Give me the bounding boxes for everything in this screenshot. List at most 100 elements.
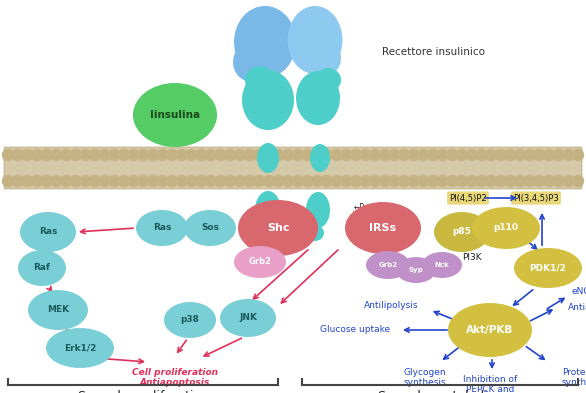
Ellipse shape	[242, 70, 294, 130]
Circle shape	[80, 149, 91, 160]
Circle shape	[70, 149, 81, 160]
Text: Grb2: Grb2	[248, 257, 271, 266]
Circle shape	[138, 176, 149, 187]
Ellipse shape	[514, 248, 582, 288]
Ellipse shape	[238, 200, 318, 256]
Circle shape	[109, 149, 120, 160]
Circle shape	[244, 176, 255, 187]
Circle shape	[224, 176, 236, 187]
Text: PDK1/2: PDK1/2	[530, 263, 567, 272]
Circle shape	[22, 149, 33, 160]
Circle shape	[370, 149, 381, 160]
Circle shape	[447, 176, 458, 187]
Circle shape	[408, 149, 419, 160]
Circle shape	[292, 176, 304, 187]
Circle shape	[447, 149, 458, 160]
Circle shape	[186, 149, 197, 160]
Circle shape	[515, 176, 526, 187]
Circle shape	[544, 176, 554, 187]
Text: p110: p110	[493, 224, 519, 233]
Circle shape	[350, 176, 362, 187]
Circle shape	[340, 149, 352, 160]
Circle shape	[167, 149, 178, 160]
Circle shape	[456, 176, 468, 187]
Circle shape	[2, 149, 13, 160]
Text: ←P: ←P	[354, 224, 365, 233]
Text: Segnale proliferativo: Segnale proliferativo	[78, 390, 208, 393]
Ellipse shape	[133, 83, 217, 147]
Text: JNK: JNK	[239, 314, 257, 323]
Circle shape	[534, 149, 545, 160]
Circle shape	[263, 149, 274, 160]
Ellipse shape	[257, 143, 279, 173]
Circle shape	[224, 149, 236, 160]
Circle shape	[157, 176, 168, 187]
Circle shape	[389, 176, 400, 187]
Circle shape	[428, 176, 438, 187]
Circle shape	[408, 176, 419, 187]
Circle shape	[428, 149, 438, 160]
Circle shape	[234, 149, 246, 160]
Text: Syp: Syp	[408, 267, 423, 273]
Circle shape	[148, 149, 158, 160]
Text: p85: p85	[452, 228, 472, 237]
Circle shape	[157, 149, 168, 160]
Circle shape	[99, 149, 110, 160]
Circle shape	[563, 149, 574, 160]
Circle shape	[321, 149, 332, 160]
Circle shape	[51, 149, 62, 160]
Circle shape	[176, 176, 188, 187]
Text: Nck: Nck	[435, 262, 449, 268]
Ellipse shape	[396, 257, 436, 283]
Ellipse shape	[28, 290, 88, 330]
Text: PI3K: PI3K	[462, 253, 482, 263]
Circle shape	[456, 149, 468, 160]
Circle shape	[273, 149, 284, 160]
Ellipse shape	[164, 302, 216, 338]
Text: Grb2: Grb2	[379, 262, 397, 268]
Circle shape	[418, 176, 429, 187]
Circle shape	[524, 149, 535, 160]
Text: ←P: ←P	[354, 213, 365, 222]
Circle shape	[148, 176, 158, 187]
Circle shape	[215, 176, 226, 187]
Circle shape	[205, 176, 216, 187]
Circle shape	[80, 176, 91, 187]
Ellipse shape	[366, 251, 410, 279]
Text: Akt/PKB: Akt/PKB	[466, 325, 514, 335]
Text: Shc: Shc	[267, 223, 289, 233]
Ellipse shape	[255, 226, 275, 244]
Ellipse shape	[448, 303, 532, 357]
Ellipse shape	[233, 42, 271, 82]
FancyBboxPatch shape	[4, 147, 582, 189]
Ellipse shape	[46, 328, 114, 368]
Circle shape	[350, 149, 362, 160]
Circle shape	[118, 149, 130, 160]
Ellipse shape	[309, 40, 341, 76]
Circle shape	[90, 176, 100, 187]
Text: Erk1/2: Erk1/2	[64, 343, 96, 353]
Text: Ras: Ras	[153, 224, 171, 233]
Circle shape	[340, 176, 352, 187]
Ellipse shape	[245, 66, 275, 94]
Circle shape	[312, 176, 323, 187]
Ellipse shape	[310, 144, 330, 172]
Circle shape	[495, 176, 506, 187]
Circle shape	[331, 176, 342, 187]
Circle shape	[379, 176, 390, 187]
Circle shape	[437, 176, 448, 187]
Circle shape	[398, 149, 410, 160]
Circle shape	[302, 176, 313, 187]
Circle shape	[312, 149, 323, 160]
Circle shape	[505, 149, 516, 160]
Text: Inhibition of
PEPCK and
IGFBP-1: Inhibition of PEPCK and IGFBP-1	[463, 375, 517, 393]
Circle shape	[292, 149, 304, 160]
Text: Protein
synthesis: Protein synthesis	[562, 368, 586, 387]
Circle shape	[12, 176, 23, 187]
Circle shape	[254, 149, 265, 160]
Circle shape	[273, 176, 284, 187]
Circle shape	[70, 176, 81, 187]
Circle shape	[466, 149, 477, 160]
Circle shape	[167, 176, 178, 187]
Circle shape	[466, 176, 477, 187]
